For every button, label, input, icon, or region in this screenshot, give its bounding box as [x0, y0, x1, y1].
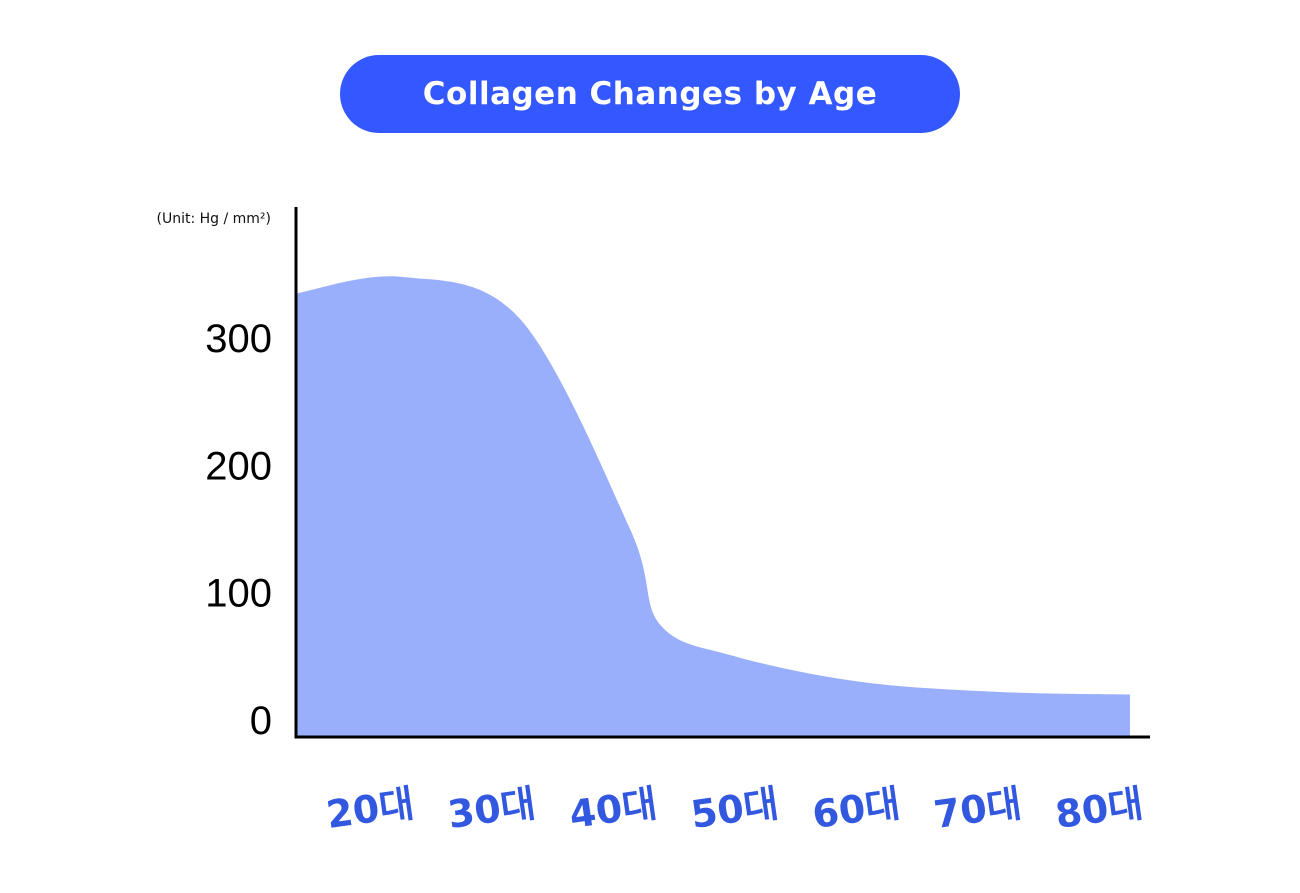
y-tick-label: 200: [205, 444, 272, 488]
x-tick-label: 70대: [931, 781, 1024, 837]
chart-title-banner: Collagen Changes by Age: [340, 55, 960, 133]
y-tick-label: 0: [250, 699, 272, 743]
y-tick-label: 100: [205, 572, 272, 616]
y-tick-label: 300: [205, 317, 272, 361]
x-tick-label: 40대: [567, 781, 660, 837]
unit-label: (Unit: Hg / mm²): [156, 211, 271, 227]
x-tick-label: 80대: [1053, 781, 1146, 837]
x-tick-label: 50대: [688, 781, 781, 837]
collagen-area: [296, 276, 1130, 737]
chart-title: Collagen Changes by Age: [422, 76, 878, 112]
x-tick-label: 30대: [445, 781, 538, 837]
x-tick-label: 60대: [810, 781, 903, 837]
x-tick-label: 20대: [324, 781, 417, 837]
